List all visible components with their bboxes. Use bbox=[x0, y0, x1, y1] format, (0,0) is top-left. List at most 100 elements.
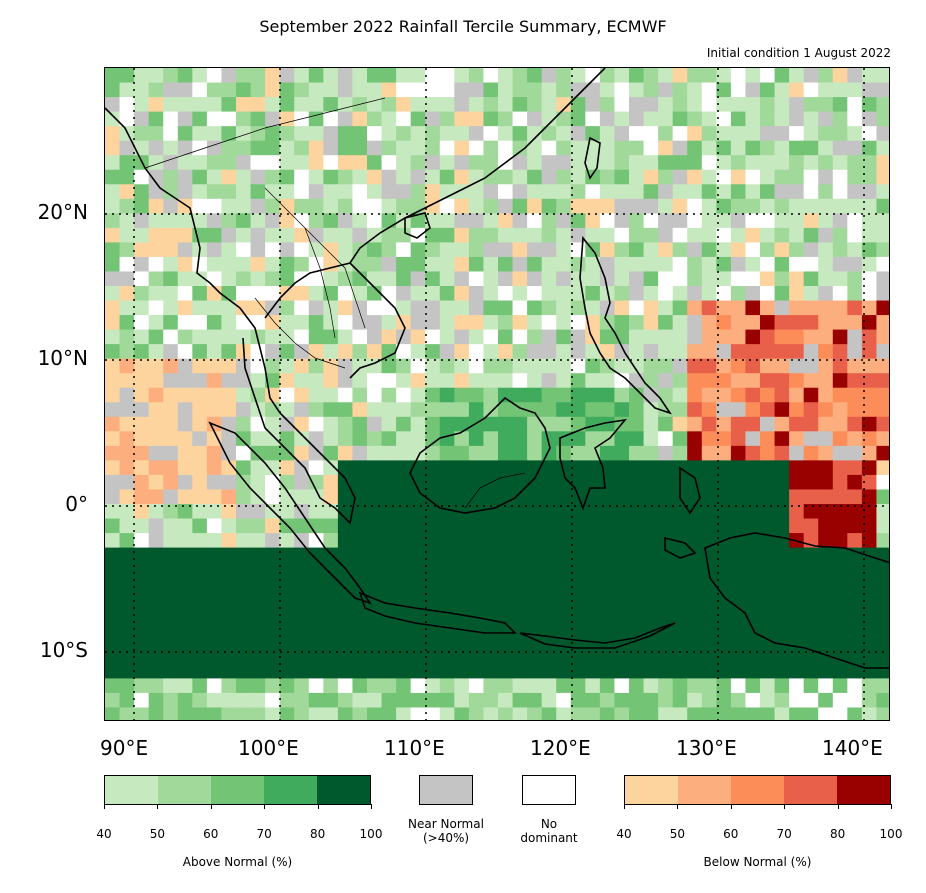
tercile-cell bbox=[221, 649, 237, 665]
tercile-cell bbox=[614, 431, 630, 447]
tercile-cell bbox=[818, 198, 834, 214]
tercile-cell bbox=[323, 707, 339, 720]
tercile-cell bbox=[541, 271, 557, 287]
tercile-cell bbox=[716, 329, 732, 345]
tercile-cell bbox=[876, 97, 889, 113]
tercile-cell bbox=[701, 68, 717, 84]
tercile-cell bbox=[439, 445, 455, 461]
tercile-cell bbox=[294, 155, 310, 171]
tercile-cell bbox=[672, 591, 688, 607]
tercile-cell bbox=[177, 358, 193, 374]
tercile-cell bbox=[250, 562, 266, 578]
tercile-cell bbox=[774, 140, 790, 156]
tercile-cell bbox=[818, 169, 834, 185]
tercile-cell bbox=[716, 68, 732, 84]
tercile-cell bbox=[541, 402, 557, 418]
tercile-cell bbox=[789, 256, 805, 273]
tercile-cell bbox=[105, 184, 121, 200]
tercile-cell bbox=[192, 431, 208, 447]
tercile-cell bbox=[716, 387, 732, 403]
tercile-cell bbox=[832, 387, 848, 403]
tercile-cell bbox=[687, 692, 703, 709]
tercile-cell bbox=[818, 402, 834, 418]
tercile-cell bbox=[425, 678, 441, 694]
tercile-cell bbox=[439, 373, 455, 389]
tercile-cell bbox=[177, 387, 193, 403]
tercile-cell bbox=[672, 169, 688, 185]
above-normal-tick-mark bbox=[210, 804, 212, 809]
tercile-cell bbox=[716, 184, 732, 200]
tercile-cell bbox=[527, 591, 543, 607]
tercile-cell bbox=[236, 315, 252, 331]
tercile-cell bbox=[381, 562, 397, 578]
tercile-cell bbox=[803, 649, 819, 665]
tercile-cell bbox=[439, 634, 455, 650]
tercile-cell bbox=[454, 140, 470, 156]
tercile-cell bbox=[570, 460, 586, 476]
tercile-cell bbox=[352, 562, 368, 578]
tercile-cell bbox=[730, 140, 747, 156]
tercile-cell bbox=[177, 68, 193, 84]
tercile-cell bbox=[512, 518, 528, 534]
tercile-cell bbox=[308, 547, 324, 563]
tercile-cell bbox=[730, 431, 747, 447]
tercile-cell bbox=[192, 562, 208, 578]
tercile-cell bbox=[206, 140, 223, 156]
tercile-cell bbox=[265, 663, 281, 679]
tercile-cell bbox=[672, 547, 688, 563]
tercile-cell bbox=[585, 460, 601, 476]
tercile-cell bbox=[105, 300, 121, 316]
tercile-cell bbox=[105, 68, 121, 84]
tercile-cell bbox=[832, 562, 848, 578]
tercile-cell bbox=[468, 97, 485, 113]
tercile-cell bbox=[730, 692, 747, 709]
tercile-cell bbox=[687, 300, 703, 316]
tercile-grid bbox=[105, 68, 889, 720]
tercile-cell bbox=[730, 634, 747, 650]
above-normal-tick-label: 40 bbox=[96, 827, 112, 841]
tercile-cell bbox=[672, 576, 688, 592]
tercile-cell bbox=[163, 155, 179, 171]
tercile-cell bbox=[468, 111, 485, 127]
map-subtitle: Initial condition 1 August 2022 bbox=[706, 46, 891, 60]
tercile-cell bbox=[134, 329, 150, 345]
tercile-cell bbox=[279, 140, 295, 156]
tercile-cell bbox=[410, 300, 426, 316]
tercile-cell bbox=[614, 533, 630, 549]
tercile-cell bbox=[876, 198, 889, 214]
tercile-cell bbox=[381, 663, 397, 679]
tercile-cell bbox=[337, 126, 354, 142]
tercile-cell bbox=[498, 547, 514, 563]
tercile-cell bbox=[876, 68, 889, 84]
tercile-cell bbox=[716, 111, 732, 127]
tercile-cell bbox=[308, 402, 324, 418]
tercile-cell bbox=[672, 358, 688, 374]
tercile-cell bbox=[279, 591, 295, 607]
tercile-cell bbox=[774, 605, 790, 621]
above-normal-tick-label: 60 bbox=[203, 827, 219, 841]
tercile-cell bbox=[803, 82, 819, 98]
tercile-cell bbox=[308, 591, 324, 607]
tercile-cell bbox=[396, 562, 412, 578]
tercile-cell bbox=[570, 518, 586, 534]
tercile-cell bbox=[818, 445, 834, 461]
tercile-cell bbox=[832, 126, 848, 142]
tercile-cell bbox=[265, 329, 281, 345]
tercile-cell bbox=[134, 431, 150, 447]
tercile-cell bbox=[265, 111, 281, 127]
tercile-cell bbox=[832, 591, 848, 607]
tercile-cell bbox=[556, 256, 572, 273]
tercile-cell bbox=[614, 402, 630, 418]
tercile-cell bbox=[236, 445, 252, 461]
tercile-cell bbox=[250, 445, 266, 461]
tercile-cell bbox=[468, 300, 485, 316]
tercile-cell bbox=[716, 431, 732, 447]
tercile-cell bbox=[410, 416, 426, 432]
tercile-cell bbox=[177, 663, 193, 679]
tercile-cell bbox=[206, 663, 223, 679]
tercile-cell bbox=[585, 227, 601, 243]
tercile-cell bbox=[716, 227, 732, 243]
tercile-cell bbox=[483, 663, 499, 679]
tercile-cell bbox=[701, 373, 717, 389]
tercile-cell bbox=[541, 242, 557, 258]
